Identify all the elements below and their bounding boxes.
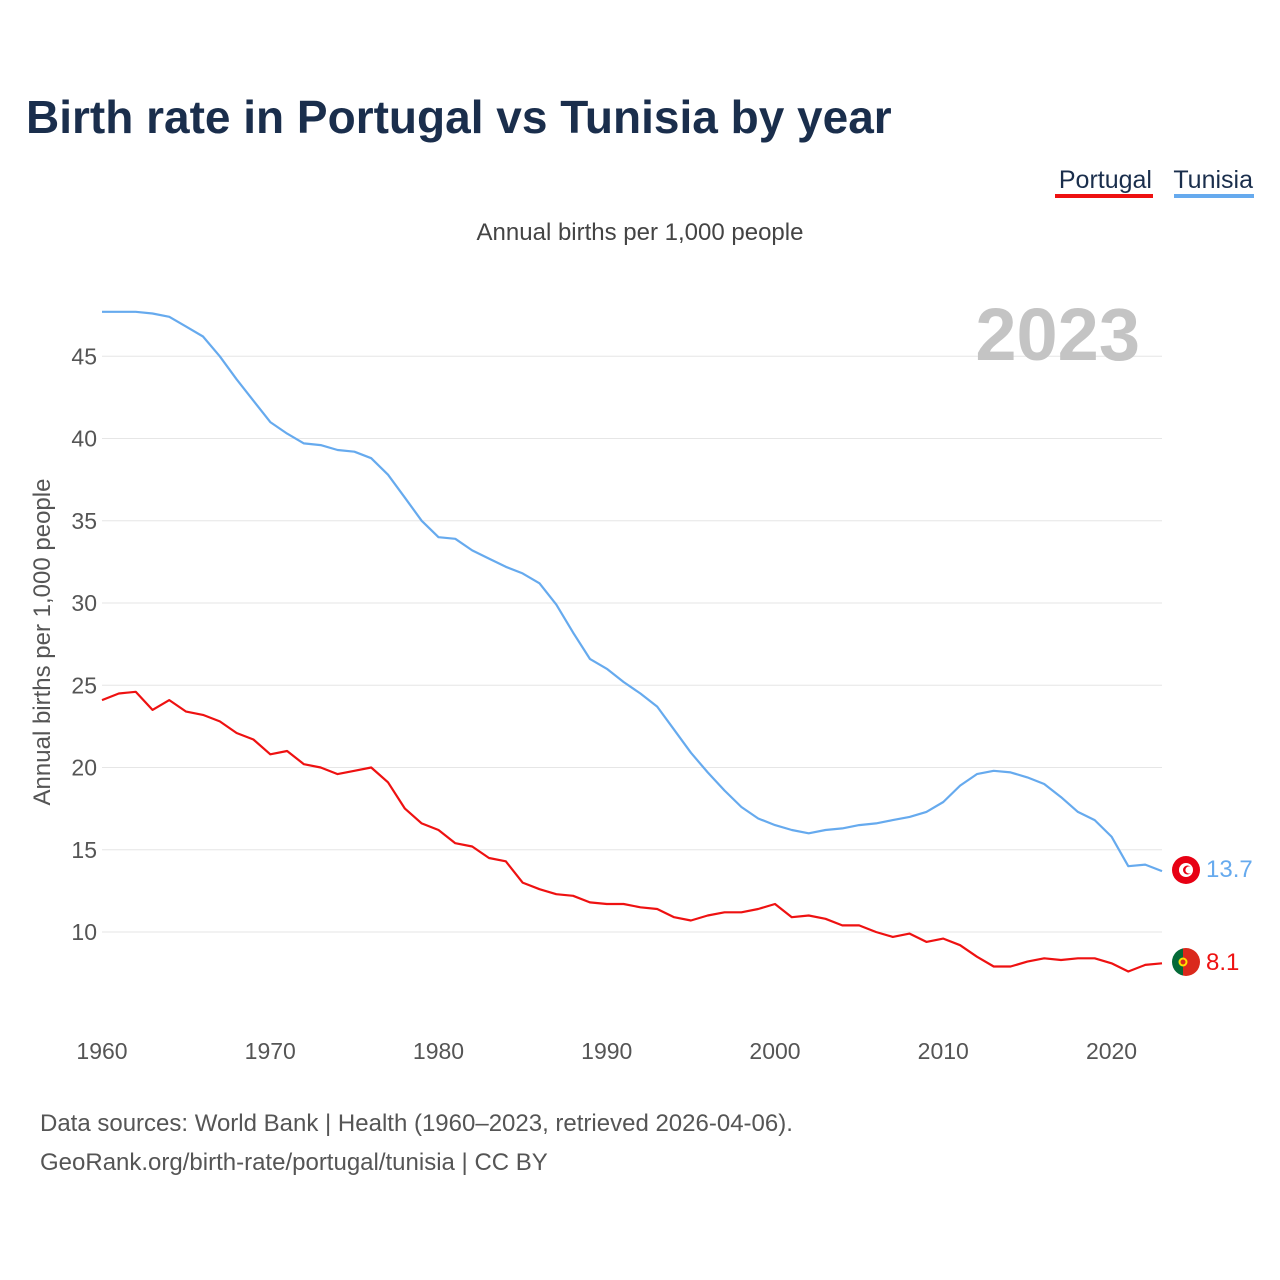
portugal-end-value: 8.1: [1206, 949, 1239, 976]
x-tick-label: 1970: [245, 1038, 296, 1064]
source-line-2: GeoRank.org/birth-rate/portugal/tunisia …: [40, 1149, 548, 1176]
portugal-end-marker: 8.1: [1172, 948, 1239, 976]
y-tick-label: 25: [71, 672, 97, 698]
y-tick-label: 10: [71, 919, 97, 945]
y-axis-ticks: 10 15 20 25 30 35 40 45: [71, 343, 97, 945]
source-line-1: Data sources: World Bank | Health (1960–…: [40, 1110, 793, 1137]
y-tick-label: 20: [71, 755, 97, 781]
y-tick-label: 30: [71, 590, 97, 616]
legend: Portugal Tunisia: [1055, 166, 1254, 198]
chart-subtitle: Annual births per 1,000 people: [477, 219, 804, 246]
portugal-flag-red: [1183, 948, 1200, 976]
y-tick-label: 35: [71, 508, 97, 534]
series-line-tunisia[interactable]: [102, 310, 1163, 873]
y-axis-label: Annual births per 1,000 people: [29, 479, 56, 806]
gridlines: [102, 355, 1162, 933]
series-lines: [101, 310, 1163, 973]
legend-swatch-tunisia: [1174, 194, 1254, 198]
legend-swatch-portugal: [1055, 194, 1153, 198]
x-axis-ticks: 1960 1970 1980 1990 2000 2010 2020: [76, 1038, 1137, 1064]
chart-title: Birth rate in Portugal vs Tunisia by yea…: [26, 91, 892, 143]
series-line-portugal[interactable]: [101, 690, 1163, 973]
legend-item-portugal[interactable]: Portugal: [1059, 166, 1152, 194]
y-tick-label: 15: [71, 837, 97, 863]
tunisia-end-value: 13.7: [1206, 856, 1253, 883]
y-tick-label: 45: [71, 343, 97, 369]
tunisia-end-marker: 13.7: [1172, 856, 1253, 884]
x-tick-label: 2000: [749, 1038, 800, 1064]
y-tick-label: 40: [71, 426, 97, 452]
x-tick-label: 1990: [581, 1038, 632, 1064]
current-year-label: 2023: [975, 293, 1140, 376]
x-tick-label: 1960: [76, 1038, 127, 1064]
legend-item-tunisia[interactable]: Tunisia: [1173, 166, 1253, 194]
x-tick-label: 2010: [918, 1038, 969, 1064]
x-tick-label: 1980: [413, 1038, 464, 1064]
portugal-flag-green: [1172, 948, 1183, 976]
x-tick-label: 2020: [1086, 1038, 1137, 1064]
